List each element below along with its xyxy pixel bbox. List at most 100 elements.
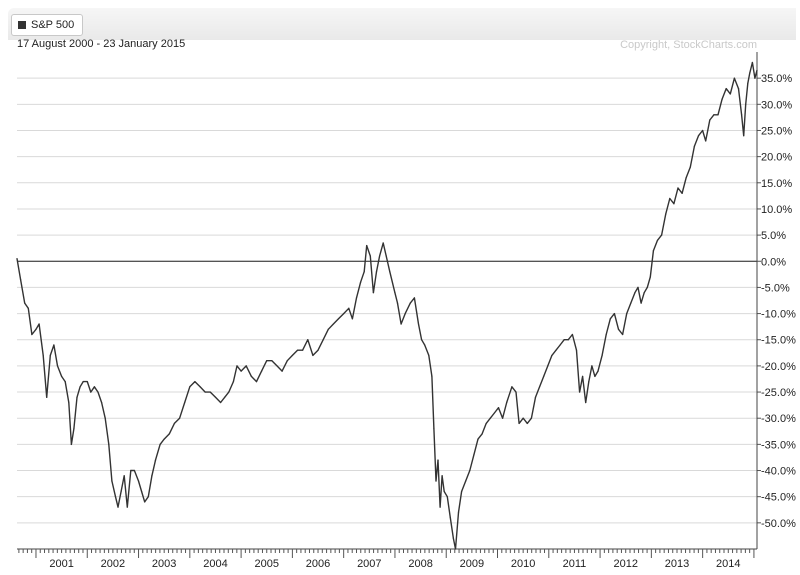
data-point	[375, 271, 378, 273]
data-point	[232, 380, 235, 383]
data-point	[163, 438, 165, 440]
data-point	[502, 417, 504, 419]
data-point	[693, 145, 696, 147]
data-point	[97, 391, 99, 393]
data-point	[322, 339, 324, 341]
x-tick-label: 2002	[101, 558, 125, 570]
data-point	[104, 417, 106, 419]
data-point	[49, 354, 51, 357]
data-point	[245, 365, 247, 367]
data-point	[302, 349, 304, 351]
data-point	[64, 380, 66, 383]
data-point	[741, 114, 743, 116]
data-point	[473, 454, 475, 456]
data-point	[61, 375, 63, 377]
y-tick-label: -5.0%	[761, 282, 790, 294]
data-point	[656, 239, 659, 241]
data-point	[147, 496, 149, 498]
data-point	[745, 103, 747, 105]
series-layer	[16, 61, 758, 550]
data-point	[281, 370, 283, 372]
data-point	[378, 255, 381, 257]
data-point	[307, 339, 309, 341]
data-point	[209, 391, 211, 393]
data-point	[56, 365, 59, 367]
data-point	[626, 312, 628, 315]
data-point	[204, 391, 206, 393]
data-point	[702, 129, 704, 132]
data-point	[578, 391, 581, 393]
data-point	[526, 422, 528, 425]
data-point	[547, 365, 549, 367]
x-tick-label: 2006	[306, 558, 330, 570]
data-point	[228, 391, 230, 393]
data-point	[154, 459, 157, 461]
data-point	[709, 119, 711, 121]
data-point	[446, 496, 448, 498]
data-point	[567, 339, 569, 341]
data-point	[120, 490, 122, 493]
data-point	[151, 475, 153, 477]
data-point	[327, 328, 329, 330]
data-point	[747, 82, 749, 84]
data-point	[737, 88, 740, 90]
data-point	[90, 391, 92, 393]
legend-swatch	[18, 21, 26, 29]
data-point	[559, 344, 561, 346]
x-tick-label: 2007	[357, 558, 381, 570]
axes	[17, 52, 761, 558]
data-point	[749, 72, 751, 74]
data-point	[296, 349, 299, 351]
y-tick-label: 5.0%	[761, 230, 786, 242]
data-point	[493, 412, 496, 414]
legend-label: S&P 500	[31, 19, 75, 31]
data-point	[489, 417, 491, 419]
x-tick-label: 2011	[563, 558, 587, 570]
data-point	[240, 370, 242, 372]
data-point	[640, 302, 642, 304]
data-point	[286, 360, 288, 362]
y-tick-label: -15.0%	[761, 335, 796, 347]
data-point	[441, 475, 443, 477]
data-point	[585, 401, 587, 404]
data-point	[369, 255, 371, 257]
data-point	[413, 297, 416, 299]
data-point	[634, 292, 636, 294]
data-point	[717, 114, 719, 116]
data-point	[219, 401, 222, 404]
y-tick-label: -50.0%	[761, 518, 796, 530]
data-point	[601, 354, 603, 357]
data-point	[582, 375, 584, 377]
data-point	[291, 354, 293, 357]
data-point	[16, 258, 18, 260]
data-point	[743, 135, 745, 137]
data-point	[24, 302, 26, 304]
legend: S&P 500	[11, 14, 84, 36]
data-point	[454, 548, 457, 550]
x-tick-label: 2012	[613, 558, 637, 570]
x-tick-label: 2008	[408, 558, 432, 570]
data-point	[73, 428, 75, 430]
data-point	[437, 459, 439, 461]
data-point	[123, 475, 125, 477]
data-point	[522, 417, 524, 419]
data-point	[337, 318, 340, 320]
x-tick-label: 2013	[665, 558, 689, 570]
data-point	[141, 490, 143, 493]
data-point	[108, 443, 110, 445]
y-tick-label: 0.0%	[761, 256, 786, 268]
data-point	[515, 391, 517, 393]
data-point	[389, 271, 391, 273]
data-point	[355, 297, 358, 299]
x-tick-label: 2001	[49, 558, 73, 570]
series-line	[16, 61, 758, 550]
data-point	[591, 365, 593, 367]
data-point	[530, 417, 532, 419]
data-point	[469, 469, 471, 472]
data-point	[433, 428, 435, 430]
data-point	[250, 375, 252, 377]
y-tick-label: 15.0%	[761, 178, 792, 190]
data-point	[563, 339, 565, 341]
chart-header-bar	[8, 8, 796, 40]
data-point	[46, 396, 48, 398]
